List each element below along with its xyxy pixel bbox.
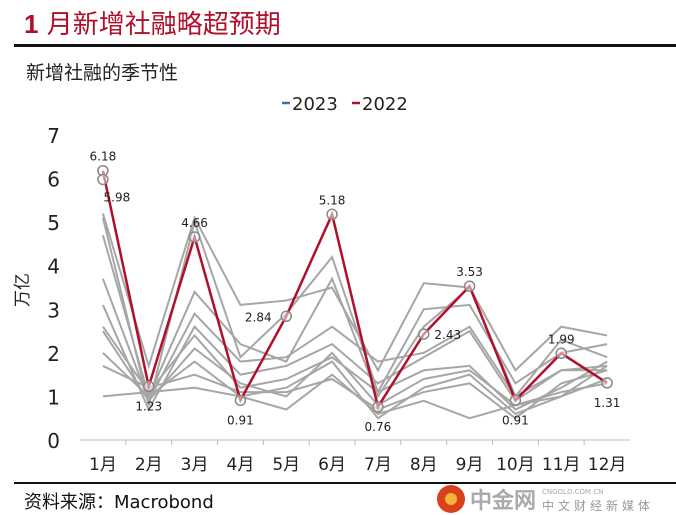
legend-label-2023: 2023 [292, 94, 338, 115]
data-label: 2.84 [245, 310, 272, 324]
history-series-line [102, 326, 608, 411]
series-2022-point [188, 231, 201, 243]
series-2023-point [97, 173, 109, 186]
title-divider [14, 44, 676, 47]
watermark: 中金网 CNGOLD.COM.CN 中文财经新媒体 [436, 484, 676, 515]
x-tick-label: 1月 [89, 455, 117, 475]
y-tick-label: 3 [47, 298, 60, 322]
x-tick-label: 8月 [410, 455, 438, 475]
x-tick-label: 4月 [227, 455, 255, 475]
data-label: 0.91 [502, 413, 529, 427]
series-2022-point [463, 280, 476, 292]
y-tick-label: 5 [47, 211, 60, 235]
data-label: 1.31 [594, 396, 621, 410]
chart-subtitle: 新增社融的季节性 [26, 62, 179, 84]
history-series-line [102, 373, 608, 420]
title-text: 月新增社融略超预期 [46, 10, 281, 40]
title-number: 1 [24, 9, 39, 39]
data-label: 0.76 [365, 420, 392, 434]
watermark-tagline: 中文财经新媒体 [542, 498, 654, 513]
data-label: 0.91 [227, 413, 254, 427]
series-2022-point [372, 401, 384, 413]
data-label: 2.43 [434, 328, 461, 342]
history-series-line [101, 217, 608, 406]
x-tick-label: 11月 [542, 455, 581, 475]
series-2022-point [234, 394, 247, 407]
legend-label-2022: 2022 [362, 94, 408, 115]
line-chart: 0 1 2 3 4 5 6 7 1月 2月 3月 4月 5月 6月 7月 8月 9月 10月 11月 12月 万亿 202… [13, 94, 630, 475]
y-tick-label: 6 [47, 168, 60, 192]
x-tick-label: 7月 [364, 455, 392, 475]
x-tick-label: 2月 [135, 455, 163, 475]
data-label: 6.18 [90, 150, 117, 164]
history-series-line [101, 234, 608, 400]
data-label: 3.53 [456, 265, 483, 279]
data-label: 5.98 [104, 190, 131, 204]
series-2022-point [601, 377, 613, 389]
y-axis-label: 万亿 [13, 273, 33, 307]
series-2022-point [280, 310, 292, 323]
y-tick-label: 1 [47, 385, 60, 409]
data-label: 1.23 [135, 399, 162, 413]
data-label: 4.66 [181, 216, 208, 230]
y-tick-label: 0 [47, 429, 60, 453]
series-2022-point [143, 380, 155, 393]
x-tick-label: 10月 [496, 455, 535, 475]
data-label: 5.18 [319, 193, 346, 207]
series-2022-point [509, 394, 522, 407]
history-series-line [101, 213, 608, 373]
watermark-domain: CNGOLD.COM.CN [542, 488, 603, 496]
y-tick-label: 7 [47, 124, 60, 148]
x-tick-label: 9月 [456, 455, 484, 475]
watermark-brand: 中金网 [470, 488, 536, 514]
x-tick-label: 3月 [181, 455, 209, 475]
history-series-line [102, 304, 608, 412]
x-tick-label: 12月 [588, 455, 627, 475]
source-note: 资料来源：Macrobond [24, 492, 214, 513]
x-tick-label: 6月 [318, 455, 346, 475]
x-tick-label: 5月 [272, 455, 300, 475]
series-2022-point [326, 208, 338, 221]
history-series-line [102, 352, 608, 420]
y-tick-label: 4 [47, 255, 60, 279]
page-title: 1 月新增社融略超预期 [24, 4, 281, 41]
bottom-divider [14, 482, 676, 484]
series-2022-line [101, 170, 608, 411]
data-label: 1.99 [548, 332, 575, 346]
series-2022-point [418, 328, 430, 340]
y-tick-label: 2 [47, 342, 60, 366]
series-2022-point [555, 347, 567, 360]
